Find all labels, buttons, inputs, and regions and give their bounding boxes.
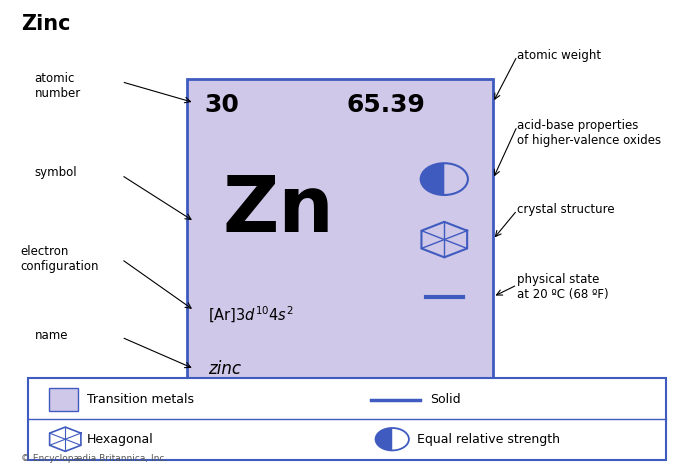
Text: atomic weight: atomic weight — [517, 49, 601, 62]
Text: crystal structure: crystal structure — [517, 203, 615, 216]
Polygon shape — [421, 163, 444, 195]
Text: acid-base properties
of higher-valence oxides: acid-base properties of higher-valence o… — [517, 119, 661, 147]
Text: physical state
at 20 ºC (68 ºF): physical state at 20 ºC (68 ºF) — [517, 273, 609, 301]
Text: Hexagonal: Hexagonal — [87, 433, 153, 446]
Text: Zn: Zn — [222, 172, 334, 248]
Text: electron
configuration: electron configuration — [21, 245, 99, 273]
Text: Solid: Solid — [430, 393, 461, 406]
FancyBboxPatch shape — [188, 79, 493, 406]
Text: $[\mathrm{Ar}]3d^{10}4s^{2}$: $[\mathrm{Ar}]3d^{10}4s^{2}$ — [209, 304, 294, 325]
Text: zinc: zinc — [209, 360, 242, 378]
Text: © Encyclopædia Britannica, Inc.: © Encyclopædia Britannica, Inc. — [21, 454, 167, 463]
Text: atomic
number: atomic number — [35, 72, 81, 100]
Text: 30: 30 — [205, 93, 239, 117]
Polygon shape — [376, 428, 392, 450]
FancyBboxPatch shape — [48, 389, 78, 411]
Text: Equal relative strength: Equal relative strength — [416, 433, 559, 446]
Text: symbol: symbol — [35, 166, 77, 179]
Text: Zinc: Zinc — [21, 14, 70, 34]
FancyBboxPatch shape — [28, 378, 666, 460]
Text: name: name — [35, 329, 68, 342]
Text: Transition metals: Transition metals — [87, 393, 194, 406]
Text: 65.39: 65.39 — [346, 93, 425, 117]
